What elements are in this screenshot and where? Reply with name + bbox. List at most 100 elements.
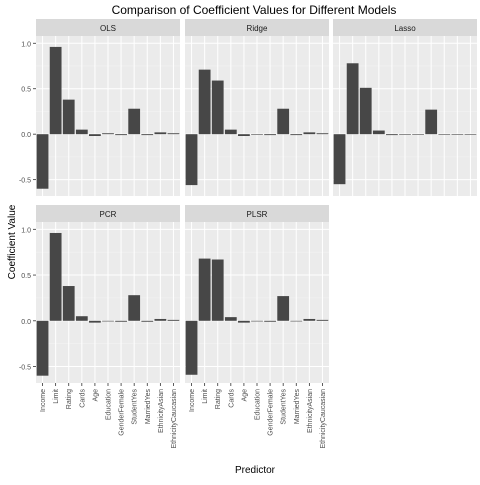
bar bbox=[386, 134, 398, 136]
x-tick-label: Education bbox=[106, 389, 113, 420]
bar bbox=[198, 69, 211, 135]
bar bbox=[211, 259, 224, 321]
bar bbox=[141, 134, 154, 136]
bar bbox=[238, 320, 250, 323]
facet-strip-label: PCR bbox=[100, 210, 117, 219]
facet-panel: Ridge bbox=[185, 19, 329, 196]
x-tick-label: Limit bbox=[53, 389, 60, 404]
bar bbox=[115, 320, 127, 322]
facet-strip-label: PLSR bbox=[247, 210, 268, 219]
x-tick-label: Education bbox=[255, 389, 262, 420]
facet-panel: PLSR bbox=[185, 205, 329, 383]
bar bbox=[290, 320, 303, 322]
y-tick-label: -0.5 bbox=[19, 178, 31, 185]
bar bbox=[62, 286, 75, 321]
bar bbox=[290, 134, 303, 136]
bar bbox=[399, 134, 411, 135]
bar bbox=[49, 46, 62, 135]
bar bbox=[75, 316, 88, 321]
bar bbox=[75, 129, 88, 135]
bar bbox=[211, 80, 224, 135]
bar bbox=[303, 318, 316, 321]
bar bbox=[102, 320, 114, 322]
bar bbox=[128, 108, 141, 135]
bar bbox=[264, 320, 276, 322]
x-tick-label: Cards bbox=[228, 389, 235, 408]
bar bbox=[277, 296, 290, 321]
bar bbox=[346, 63, 359, 135]
bar bbox=[372, 130, 385, 135]
chart-title: Comparison of Coefficient Values for Dif… bbox=[112, 3, 397, 17]
bar bbox=[333, 134, 346, 185]
bar bbox=[251, 134, 263, 135]
bar bbox=[464, 134, 477, 135]
y-tick-label: 0.5 bbox=[21, 87, 31, 94]
bar bbox=[412, 134, 424, 135]
bar bbox=[224, 129, 237, 135]
bar bbox=[102, 133, 114, 135]
bar bbox=[359, 87, 372, 135]
bar bbox=[451, 134, 464, 135]
y-tick-label: 0.0 bbox=[21, 319, 31, 326]
bar bbox=[154, 132, 167, 135]
facet-strip bbox=[36, 205, 180, 222]
y-tick-label: 0.5 bbox=[21, 273, 31, 280]
bar bbox=[277, 108, 290, 135]
x-tick-label: EthnicityCaucasian bbox=[171, 389, 178, 449]
bar bbox=[198, 258, 211, 321]
facet-panel: PCR bbox=[36, 205, 180, 383]
x-tick-label: Rating bbox=[215, 389, 222, 409]
x-tick-label: EthnicityAsian bbox=[158, 389, 165, 433]
x-tick-label: GenderFemale bbox=[268, 389, 275, 436]
bar bbox=[303, 132, 316, 135]
bar bbox=[185, 134, 198, 186]
bar bbox=[36, 134, 49, 189]
x-tick-label: Age bbox=[92, 389, 99, 402]
bar bbox=[425, 109, 438, 135]
facet-panel: Lasso bbox=[333, 19, 477, 196]
bar bbox=[251, 320, 263, 322]
facet-strip-label: Ridge bbox=[247, 24, 268, 33]
bar bbox=[167, 133, 180, 135]
facet-strip-label: OLS bbox=[100, 24, 116, 33]
bar bbox=[316, 319, 329, 321]
facet-strip bbox=[36, 19, 180, 36]
x-tick-label: MarriedYes bbox=[294, 389, 301, 425]
x-tick-label: Limit bbox=[202, 389, 209, 404]
x-tick-label: StudentYes bbox=[281, 389, 288, 425]
x-tick-label: Age bbox=[241, 389, 248, 402]
x-tick-label: GenderFemale bbox=[119, 389, 126, 436]
facet-strip bbox=[185, 205, 329, 222]
bar bbox=[238, 134, 250, 136]
x-tick-label: Cards bbox=[79, 389, 86, 408]
bar bbox=[316, 133, 329, 135]
facet-strip-label: Lasso bbox=[394, 24, 416, 33]
bar bbox=[89, 320, 101, 323]
bar bbox=[264, 134, 276, 136]
y-tick-label: -0.5 bbox=[19, 365, 31, 372]
bar bbox=[115, 134, 127, 136]
x-tick-label: EthnicityCaucasian bbox=[320, 389, 327, 449]
bar bbox=[128, 295, 141, 321]
bar bbox=[185, 320, 198, 375]
y-tick-label: 0.0 bbox=[21, 132, 31, 139]
x-axis-label: Predictor bbox=[235, 465, 276, 476]
facet-panel: OLS bbox=[36, 19, 180, 196]
facet-strip bbox=[333, 19, 477, 36]
x-tick-label: Income bbox=[189, 389, 196, 412]
x-tick-label: MarriedYes bbox=[145, 389, 152, 425]
y-tick-label: 1.0 bbox=[21, 227, 31, 234]
facet-strip bbox=[185, 19, 329, 36]
x-tick-label: Rating bbox=[66, 389, 73, 409]
bar bbox=[49, 232, 62, 321]
bar bbox=[224, 317, 237, 321]
bar bbox=[438, 134, 451, 135]
bar bbox=[62, 99, 75, 135]
bar bbox=[89, 134, 101, 136]
x-tick-label: EthnicityAsian bbox=[307, 389, 314, 433]
y-tick-label: 1.0 bbox=[21, 41, 31, 48]
x-tick-label: StudentYes bbox=[132, 389, 139, 425]
bar bbox=[154, 318, 167, 321]
